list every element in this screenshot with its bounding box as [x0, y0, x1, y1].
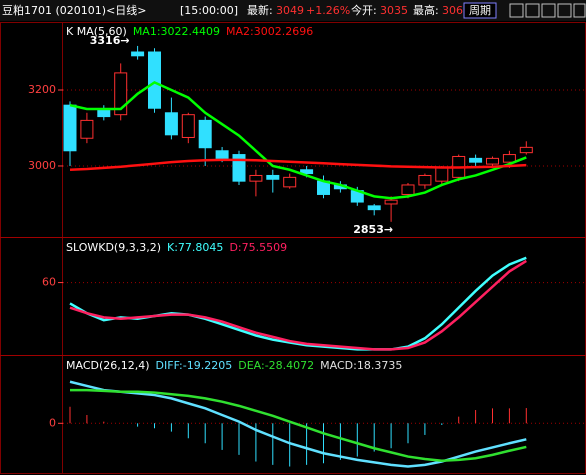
candle-body	[131, 51, 145, 57]
candle-body	[502, 154, 516, 163]
candle-body	[486, 157, 499, 165]
high-label: 最高:	[413, 3, 439, 17]
icon[interactable]	[541, 3, 556, 18]
candle-body	[519, 146, 533, 154]
candle-body	[63, 104, 77, 152]
legend-entry: K:77.8045	[167, 241, 223, 254]
legend-entry: MACD:18.3735	[320, 359, 402, 372]
line	[69, 158, 527, 172]
legend-entry: MA2:3002.2696	[226, 25, 313, 38]
candle-body	[384, 199, 398, 205]
candle-body	[367, 205, 381, 211]
candle-body	[198, 119, 212, 149]
legend-entry: DIFF:-19.2205	[156, 359, 233, 372]
candle-body	[114, 72, 128, 116]
candle-body	[266, 174, 280, 180]
candle-body	[401, 184, 415, 195]
time: [15:00:00]	[180, 4, 238, 17]
annotation: 2853→	[353, 223, 393, 236]
candle-body	[148, 51, 161, 109]
period-button[interactable]	[463, 2, 497, 19]
legend-entry: DEA:-28.4072	[238, 359, 314, 372]
open-label: 今开:	[351, 3, 377, 17]
line	[69, 80, 527, 200]
line	[69, 259, 527, 351]
candle-body	[469, 157, 483, 163]
candle-body	[249, 174, 263, 182]
icon[interactable]	[509, 3, 524, 18]
icon[interactable]	[573, 3, 586, 18]
toolbar-icons	[509, 3, 586, 18]
candle-body	[181, 114, 195, 138]
panel-title: SLOWKD(9,3,3,2)	[66, 241, 161, 254]
latest-label: 最新:	[247, 3, 273, 17]
line	[70, 388, 527, 462]
latest: 3049	[276, 4, 304, 17]
period-label[interactable]: 周期	[469, 4, 491, 17]
candle-body	[215, 150, 229, 159]
candle-body	[232, 154, 246, 182]
y-tick-label: 3200	[28, 83, 56, 96]
icon[interactable]	[525, 3, 540, 18]
panel-title: MACD(26,12,4)	[66, 359, 150, 372]
panel-title: K MA(5,60)	[66, 25, 127, 38]
legend-entry: MA1:3022.4409	[133, 25, 220, 38]
legend-entry: D:75.5509	[229, 241, 287, 254]
y-tick-label: 0	[49, 416, 56, 429]
icon[interactable]	[557, 3, 572, 18]
change: +1.26%	[306, 4, 350, 17]
candle-body	[164, 112, 178, 136]
y-tick-label: 3000	[28, 159, 56, 172]
annotation: 3316→	[90, 34, 130, 47]
candle-body	[418, 174, 432, 186]
candle-body	[80, 119, 94, 139]
candle-body	[300, 169, 314, 175]
open: 3035	[380, 4, 408, 17]
candle-body	[435, 167, 449, 182]
candle-body	[283, 176, 297, 188]
header-bar	[0, 0, 586, 21]
y-tick-label: 60	[42, 276, 56, 289]
symbol-title: 豆粕1701 (020101)<日线>	[2, 3, 147, 17]
high: 306	[442, 4, 463, 17]
